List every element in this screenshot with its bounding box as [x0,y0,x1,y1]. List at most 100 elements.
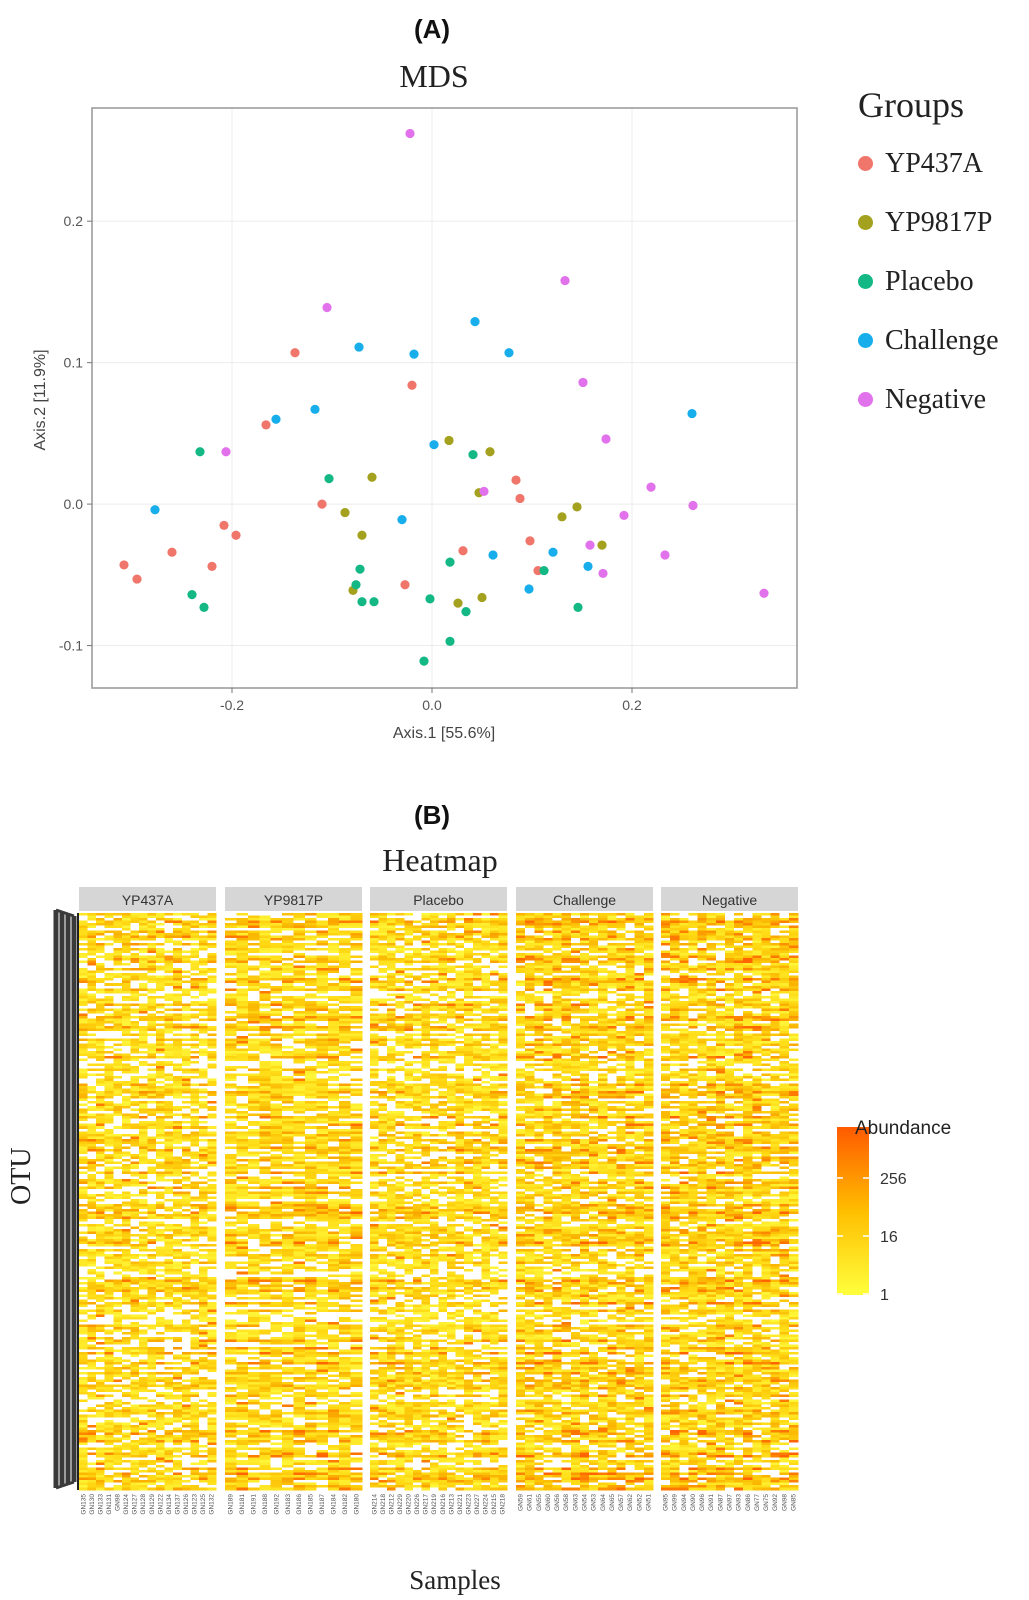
heatmap-cell [79,1098,88,1102]
heatmap-cell [87,1035,97,1039]
heatmap-cell [236,1136,249,1140]
heatmap-cell [113,1136,123,1140]
heatmap-cell [304,1116,317,1120]
heatmap-cell [207,1369,217,1373]
heatmap-cell [339,1118,351,1122]
heatmap-cell [164,978,174,982]
heatmap-cell [79,1196,88,1200]
heatmap-cell [113,985,123,989]
heatmap-cell [316,1101,329,1105]
heatmap-cell [293,1048,306,1052]
heatmap-cell [190,920,200,924]
mds-scatter-plot: -0.2 0.0 0.2-0.10.00.10.2 Axis.1 [55.6%] A… [32,107,798,742]
heatmap-cell [87,998,97,1002]
heatmap-cell [198,1005,208,1009]
heatmap-cell [350,965,363,969]
heatmap-cell [190,1367,200,1370]
heatmap-cell [190,1482,200,1486]
heatmap-cell [207,1414,217,1418]
heatmap-cell [190,1291,200,1295]
heatmap-cell [190,1128,200,1132]
heatmap-cell [138,1326,148,1330]
heatmap-cell [156,1141,166,1145]
heatmap-cell [87,1274,97,1278]
heatmap-cell [156,1126,166,1130]
heatmap-cell [113,1053,123,1057]
heatmap-cell [104,1412,114,1416]
heatmap-cell [156,1108,166,1112]
heatmap-cell [339,1096,351,1100]
heatmap-cell [147,938,157,941]
heatmap-cell [207,983,217,987]
heatmap-cell [247,1103,260,1107]
heatmap-cell [270,1091,283,1095]
heatmap-cell [104,1347,114,1350]
heatmap-cell [87,1166,97,1170]
heatmap-cell [304,983,317,987]
heatmap-cell [198,978,208,982]
heatmap-cell [304,1000,317,1004]
heatmap-cell [181,1191,191,1195]
heatmap-cell [113,1018,123,1022]
heatmap-cell [293,935,306,939]
heatmap-cell [181,1193,191,1197]
heatmap-cell [207,1251,217,1255]
heatmap-cell [247,1068,260,1072]
heatmap-cell [138,1153,148,1157]
heatmap-cell [113,1284,123,1288]
heatmap-cell [247,1043,260,1047]
heatmap-cell [270,1103,283,1107]
heatmap-cell [156,1133,166,1137]
heatmap-cell [96,968,106,972]
heatmap-cell [198,1311,208,1315]
heatmap-cell [164,1412,174,1416]
heatmap-cell [113,1076,123,1079]
heatmap-cell [304,953,317,957]
heatmap-cell [130,1399,140,1403]
heatmap-cell [350,1146,363,1150]
heatmap-cell [156,1005,166,1009]
heatmap-cell [96,1422,106,1426]
heatmap-cell [181,1068,191,1072]
heatmap-cell [113,1106,123,1110]
heatmap-cell [207,1000,217,1004]
heatmap-cell [181,1326,191,1330]
heatmap-cell [104,1439,114,1443]
heatmap-cell [79,1274,88,1278]
heatmap-cell [113,1103,123,1107]
heatmap-cell [190,1442,200,1446]
heatmap-cell [198,1068,208,1072]
heatmap-cell [207,1166,217,1170]
heatmap-cell [147,1234,157,1238]
heatmap-cell [293,1088,306,1092]
heatmap-cell [156,1098,166,1102]
heatmap-cell [104,1146,114,1150]
heatmap-cell [339,933,351,936]
heatmap-cell [181,1015,191,1019]
heatmap-cell [327,1018,340,1022]
heatmap-cell [96,1050,106,1054]
heatmap-cell [79,1464,88,1468]
heatmap-cell [138,1459,148,1463]
heatmap-cell [207,1357,217,1360]
scatter-point-yp9817p [340,507,350,518]
heatmap-cell [327,1073,340,1077]
heatmap-cell [147,1459,157,1463]
heatmap-cell [96,1394,106,1398]
heatmap-cell [181,1091,191,1095]
heatmap-cell [96,958,106,962]
heatmap-cell [96,1161,106,1165]
heatmap-cell [316,975,329,979]
heatmap-cell [130,1239,140,1243]
heatmap-cell [96,975,106,979]
heatmap-cell [270,1143,283,1147]
heatmap-cell [304,1033,317,1037]
heatmap-cell [198,1249,208,1253]
heatmap-cell [156,1244,166,1248]
heatmap-cell [293,1025,306,1029]
heatmap-cell [147,1269,157,1273]
heatmap-cell [104,1081,114,1084]
heatmap-cell [147,1419,157,1423]
heatmap-cell [339,1141,351,1145]
heatmap-cell [87,1467,97,1471]
